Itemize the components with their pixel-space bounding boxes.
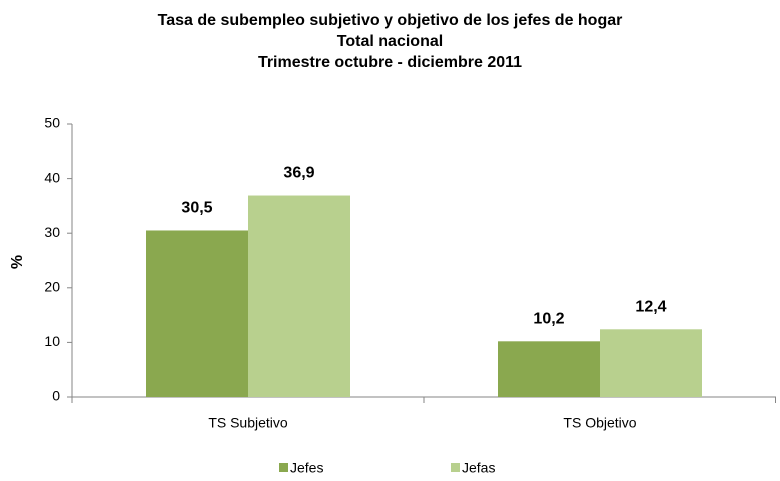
x-tick-label: TS Subjetivo [208,415,288,431]
value-label: 30,5 [181,200,212,217]
legend-label: Jefes [290,460,323,476]
value-label: 12,4 [635,299,666,316]
y-tick-label: 0 [52,388,60,404]
chart-title: Total nacional [337,33,443,50]
y-tick-label: 40 [44,169,60,185]
y-axis-label: % [9,255,26,269]
value-label: 36,9 [283,165,314,182]
bar [248,195,350,397]
legend-swatch [279,463,288,472]
chart-title: Tasa de subempleo subjetivo y objetivo d… [158,12,623,29]
bar [498,341,600,397]
value-label: 10,2 [533,311,564,328]
y-tick-label: 50 [44,115,60,131]
legend-swatch [451,463,460,472]
bar [600,329,702,397]
bar [146,230,248,397]
x-tick-label: TS Objetivo [563,415,636,431]
y-tick-label: 30 [44,224,60,240]
legend-label: Jefas [462,460,495,476]
y-tick-label: 20 [44,279,60,295]
y-tick-label: 10 [44,333,60,349]
chart-title: Trimestre octubre - diciembre 2011 [258,54,522,71]
